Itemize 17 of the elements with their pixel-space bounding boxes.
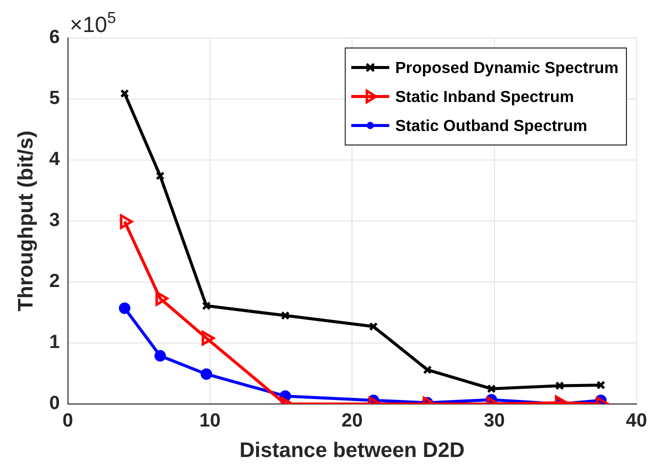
x-tick-label: 0 xyxy=(62,410,74,432)
x-tick-label: 20 xyxy=(342,410,363,432)
y-tick-label: 1 xyxy=(49,332,60,354)
y-tick-label: 4 xyxy=(49,149,60,170)
y-tick-label: 6 xyxy=(49,27,60,48)
legend-label: Proposed Dynamic Spectrum xyxy=(395,60,618,77)
x-tick-label: 40 xyxy=(626,410,648,432)
y-tick-label: 3 xyxy=(49,210,60,232)
legend-label: Static Outband Spectrum xyxy=(395,118,588,135)
x-tick-label: 30 xyxy=(484,410,505,432)
y-axis-title: Throughput (bit/s) xyxy=(14,130,38,312)
legend-label: Static Inband Spectrum xyxy=(395,88,574,106)
y-tick-label: 0 xyxy=(49,393,60,414)
y-tick-label: 5 xyxy=(49,88,60,110)
y-tick-label: 2 xyxy=(49,271,60,292)
x-axis-title: Distance between D2D xyxy=(239,439,465,462)
x-tick-label: 10 xyxy=(199,410,221,432)
